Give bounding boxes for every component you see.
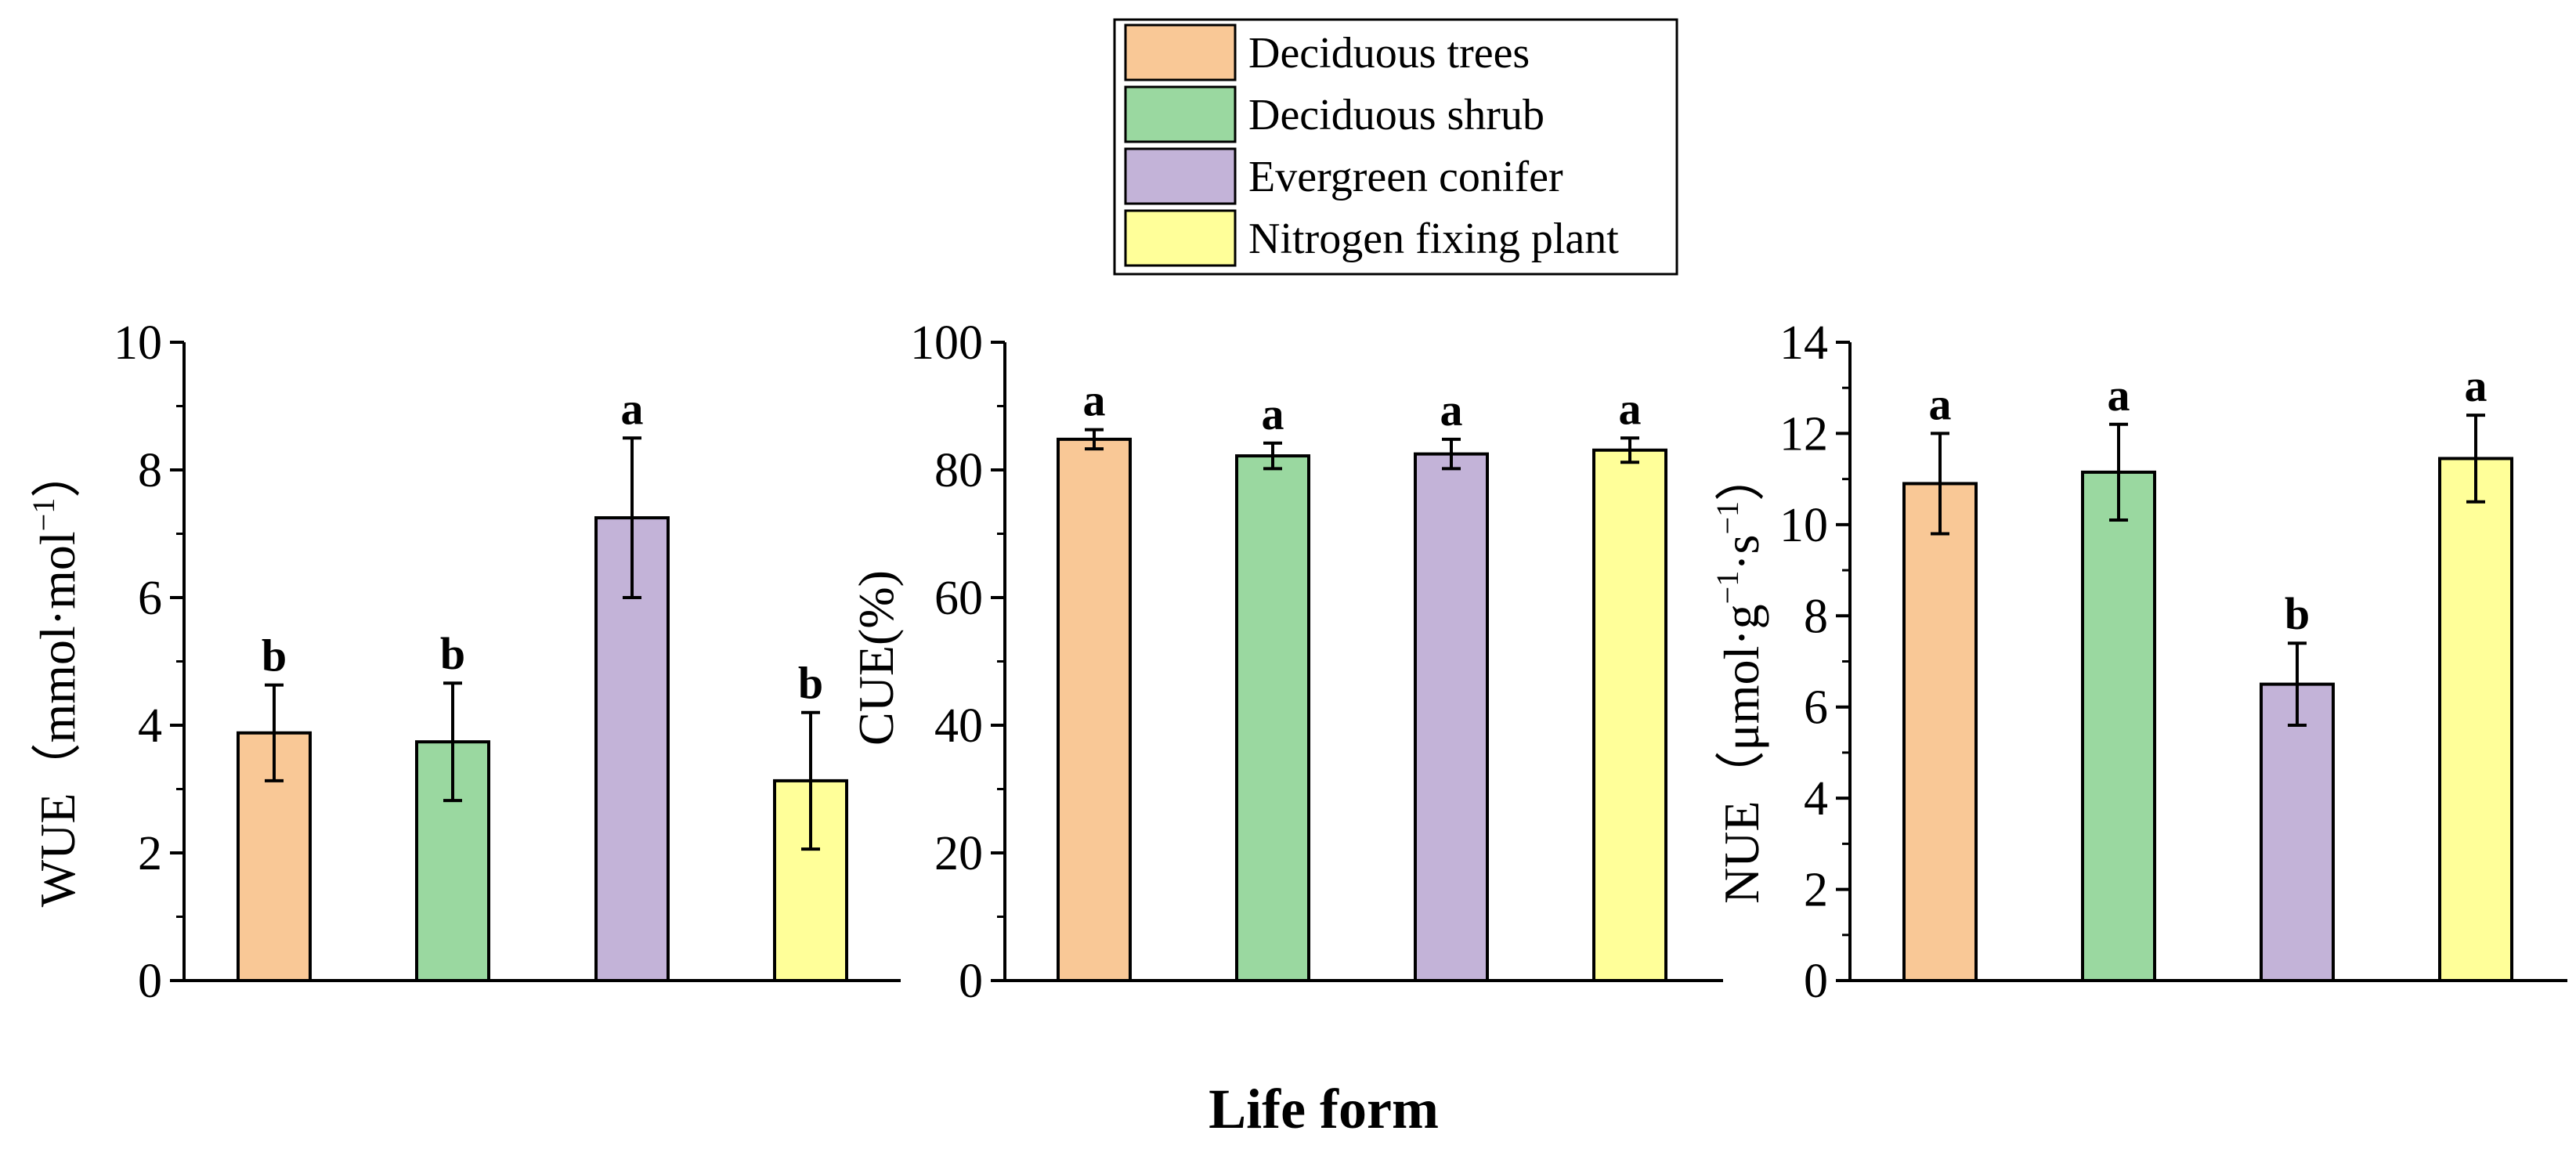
wue-significance-2: a (621, 383, 644, 434)
cue-tick-label-3: 60 (934, 572, 983, 625)
cue-errorbar-3 (1620, 436, 1639, 464)
wue-errorbar-0 (265, 683, 284, 782)
nue-tick-label-5: 10 (1779, 499, 1828, 552)
legend-label-1: Deciduous shrub (1248, 91, 1545, 139)
wue-ylabel: WUE（mmol·mol−1） (26, 448, 85, 908)
wue-errorbar-3 (801, 710, 820, 851)
nue-ylabel: NUE（μmol·g−1·s−1） (1710, 451, 1769, 904)
legend-label-2: Evergreen conifer (1248, 153, 1563, 201)
wue-tick-label-1: 2 (138, 827, 162, 880)
wue-significance-1: b (440, 628, 465, 679)
nue-significance-2: b (2285, 588, 2310, 639)
cue-errorbar-1 (1263, 441, 1282, 471)
wue-significance-0: b (262, 630, 287, 681)
wue-ylabel-unit: （mmol·mol (30, 531, 85, 793)
nue-significance-3: a (2465, 360, 2487, 411)
nue-errorbar-2 (2288, 641, 2307, 727)
nue-errorbar-1 (2109, 422, 2128, 522)
nue-errorbar-0 (1931, 432, 1949, 536)
wue-ylabel-main: WUE (30, 793, 85, 908)
legend-label-3: Nitrogen fixing plant (1248, 215, 1619, 263)
wue-bars: b b a b (237, 383, 848, 983)
cue-bar-0 (1057, 437, 1132, 982)
wue-ylabel-close: ） (30, 448, 85, 498)
nue-significance-0: a (1929, 378, 1952, 429)
nue-bar-3 (2438, 457, 2513, 982)
legend-swatch-1 (1124, 85, 1237, 143)
cue-errorbar-2 (1442, 437, 1461, 471)
cue-ylabel: CUE(%) (848, 570, 904, 746)
wue-errorbar-1 (443, 681, 462, 803)
cue-tick-label-4: 80 (934, 444, 983, 497)
x-axis-label: Life form (1209, 1078, 1439, 1140)
legend-swatch-0 (1124, 23, 1237, 81)
nue-ylabel-unit: （μmol·g (1714, 604, 1769, 800)
nue-bar-0 (1902, 482, 1978, 982)
cue-tick-label-2: 40 (934, 699, 983, 753)
cue-tick-label-5: 100 (910, 316, 983, 370)
wue-tick-label-3: 6 (138, 572, 162, 625)
wue-tick-label-2: 4 (138, 699, 162, 753)
nue-tick-label-7: 14 (1779, 316, 1828, 370)
nue-bar-2 (2260, 682, 2335, 982)
wue-axes: 0 2 4 6 8 10 (114, 316, 901, 1008)
cue-tick-label-0: 0 (959, 955, 983, 1008)
wue-panel: WUE（mmol·mol−1） b b a b 0 2 4 6 8 10 (26, 316, 901, 1008)
wue-ylabel-sup: −1 (26, 498, 61, 532)
nue-tick-label-4: 8 (1804, 590, 1828, 643)
nue-tick-label-3: 6 (1804, 681, 1828, 735)
nue-axes: 0 2 4 6 8 10 12 14 (1779, 316, 2567, 1008)
cue-tick-label-1: 20 (934, 827, 983, 880)
wue-errorbar-2 (623, 436, 641, 599)
legend-label-0: Deciduous trees (1248, 29, 1530, 78)
legend: Deciduous trees Deciduous shrub Evergree… (1113, 18, 1678, 276)
nue-errorbar-3 (2466, 414, 2485, 504)
wue-tick-label-0: 0 (138, 955, 162, 1008)
cue-significance-0: a (1083, 375, 1106, 426)
cue-errorbar-0 (1085, 428, 1104, 451)
nue-ylabel-mid: ·s (1714, 535, 1769, 571)
nue-significance-1: a (2108, 370, 2130, 421)
nue-ylabel-close: ） (1714, 451, 1769, 501)
cue-axes: 0 20 40 60 80 100 (910, 316, 1723, 1008)
nue-tick-label-0: 0 (1804, 955, 1828, 1008)
nue-ylabel-sup: −1 (1710, 571, 1745, 605)
wue-tick-label-5: 10 (114, 316, 162, 370)
legend-item-2: Evergreen conifer (1124, 147, 1563, 205)
legend-item-3: Nitrogen fixing plant (1124, 209, 1619, 267)
nue-ylabel-main: NUE (1714, 801, 1769, 905)
cue-bar-2 (1414, 452, 1489, 982)
cue-significance-1: a (1262, 388, 1284, 439)
nue-ylabel-sup2: −1 (1710, 501, 1745, 535)
nue-bars: a a b a (1902, 360, 2513, 982)
wue-tick-label-4: 8 (138, 444, 162, 497)
nue-tick-label-2: 4 (1804, 772, 1828, 825)
legend-item-1: Deciduous shrub (1124, 85, 1545, 143)
legend-item-0: Deciduous trees (1124, 23, 1530, 81)
wue-significance-3: b (798, 658, 823, 709)
nue-tick-label-6: 12 (1779, 407, 1828, 461)
nue-bar-1 (2081, 470, 2156, 982)
legend-swatch-3 (1124, 209, 1237, 267)
cue-bar-1 (1235, 454, 1310, 982)
cue-bar-3 (1592, 448, 1667, 982)
cue-panel: CUE(%) a a a a 0 20 40 60 80 100 (848, 316, 1723, 1008)
cue-ylabel-main: CUE(%) (848, 570, 904, 746)
cue-significance-3: a (1619, 383, 1642, 434)
cue-significance-2: a (1440, 385, 1463, 435)
nue-tick-label-1: 2 (1804, 864, 1828, 917)
legend-swatch-2 (1124, 147, 1237, 205)
